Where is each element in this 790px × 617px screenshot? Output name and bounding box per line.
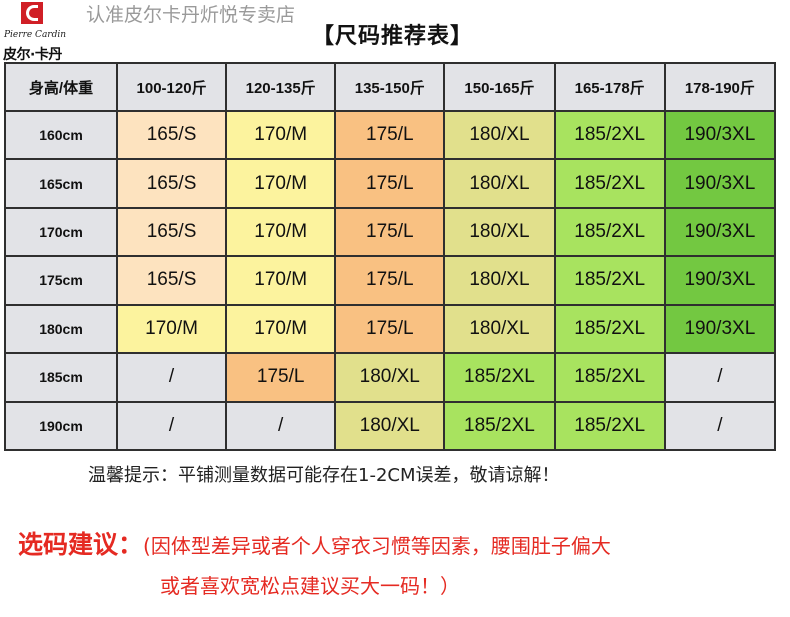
size-cell: 190/3XL	[663, 303, 777, 355]
size-cell: 175/L	[334, 158, 446, 209]
table-row: 180cm 170/M 170/M 175/L 180/XL 185/2XL 190/3XL	[4, 303, 777, 355]
size-cell: 170/M	[225, 158, 337, 209]
size-cell: /	[225, 400, 337, 452]
size-suggestion: 选码建议：(因体型差异或者个人穿衣习惯等因素，腰围肚子偏大	[18, 525, 611, 561]
size-cell: 165/S	[115, 206, 228, 258]
measurement-notice: 温馨提示：平铺测量数据可能存在1-2CM误差，敬请谅解！	[88, 465, 560, 486]
table-row: 190cm //180/XL 185/2XL 185/2XL /	[4, 400, 777, 452]
size-cell: 175/L	[334, 206, 446, 258]
size-cell: 175/L	[334, 255, 446, 306]
size-cell: 185/2XL	[553, 109, 666, 161]
size-cell: 190/3XL	[663, 109, 777, 161]
size-cell: 165/S	[115, 109, 228, 161]
size-cell: 185/2XL	[553, 303, 666, 355]
weight-header: 165-178斤	[553, 62, 666, 112]
size-cell: 185/2XL	[553, 255, 666, 306]
height-label: 175cm	[4, 255, 118, 306]
store-watermark: 认准皮尔卡丹炘悦专卖店	[86, 4, 296, 26]
size-cell: 175/L	[334, 303, 446, 355]
size-cell: 180/XL	[443, 158, 556, 209]
brand-logo: Pierre Cardin 皮尔·卡丹	[0, 0, 80, 64]
suggestion-line-2: 或者喜欢宽松点建议买大一码！）	[160, 574, 460, 598]
size-cell: 185/2XL	[553, 400, 666, 452]
weight-header: 150-165斤	[443, 62, 556, 112]
height-label: 180cm	[4, 303, 118, 355]
size-cell: 170/M	[225, 255, 337, 306]
table-row: 175cm 165/S 170/M 175/L 180/XL 185/2XL 190/3XL	[4, 255, 777, 306]
height-label: 170cm	[4, 206, 118, 258]
size-cell: 180/XL	[334, 400, 446, 452]
table-row: 160cm 165/S 170/M 175/L 180/XL 185/2XL 190/3XL	[4, 109, 777, 161]
size-cell: 185/2XL	[443, 352, 556, 403]
size-cell: 190/3XL	[663, 255, 777, 306]
pierre-cardin-logo-icon	[21, 2, 43, 24]
size-cell: 175/L	[225, 352, 337, 403]
weight-header: 178-190斤	[663, 62, 777, 112]
weight-header: 100-120斤	[115, 62, 228, 112]
size-cell: 190/3XL	[663, 206, 777, 258]
size-cell: 185/2XL	[553, 352, 666, 403]
size-cell: 170/M	[115, 303, 228, 355]
size-cell: /	[115, 352, 228, 403]
table-row: 165cm 165/S 170/M 175/L 180/XL 185/2XL 190/3XL	[4, 158, 777, 209]
size-cell: 165/S	[115, 158, 228, 209]
weight-header: 135-150斤	[334, 62, 446, 112]
size-cell: 170/M	[225, 206, 337, 258]
suggestion-heading: 选码建议：	[18, 530, 144, 559]
brand-cn-name: 皮尔·卡丹	[3, 47, 62, 63]
table-row: 185cm/175/L 180/XL 185/2XL 185/2XL /	[4, 352, 777, 403]
size-cell: 185/2XL	[553, 206, 666, 258]
size-cell: /	[663, 352, 777, 403]
size-cell: 165/S	[115, 255, 228, 306]
weight-header: 120-135斤	[225, 62, 337, 112]
size-cell: 185/2XL	[553, 158, 666, 209]
height-label: 190cm	[4, 400, 118, 452]
size-cell: 175/L	[334, 109, 446, 161]
size-cell: 170/M	[225, 109, 337, 161]
size-cell: 180/XL	[334, 352, 446, 403]
height-label: 160cm	[4, 109, 118, 161]
suggestion-line-1: (因体型差异或者个人穿衣习惯等因素，腰围肚子偏大	[143, 534, 611, 558]
height-label: 185cm	[4, 352, 118, 403]
size-cell: 180/XL	[443, 206, 556, 258]
page-title: 【尺码推荐表】	[312, 24, 474, 49]
size-chart-table: 身高/体重 100-120斤 120-135斤 135-150斤 150-165…	[4, 62, 777, 452]
size-cell: 180/XL	[443, 255, 556, 306]
brand-script-name: Pierre Cardin	[4, 30, 67, 40]
size-cell: /	[115, 400, 228, 452]
size-cell: 180/XL	[443, 109, 556, 161]
table-row: 170cm 165/S 170/M 175/L 180/XL 185/2XL 190/3XL	[4, 206, 777, 258]
size-cell: /	[663, 400, 777, 452]
size-cell: 190/3XL	[663, 158, 777, 209]
size-cell: 185/2XL	[443, 400, 556, 452]
size-cell: 170/M	[225, 303, 337, 355]
size-cell: 180/XL	[443, 303, 556, 355]
header-row: 身高/体重 100-120斤 120-135斤 135-150斤 150-165…	[4, 62, 777, 112]
corner-header: 身高/体重	[4, 62, 118, 112]
height-label: 165cm	[4, 158, 118, 209]
